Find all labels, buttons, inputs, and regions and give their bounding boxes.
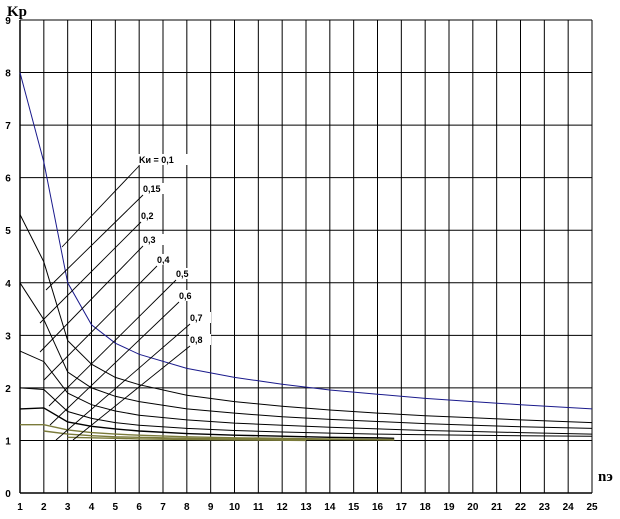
- x-tick-label: 17: [396, 502, 408, 513]
- x-tick-label: 10: [229, 502, 241, 513]
- x-tick-label: 15: [348, 502, 360, 513]
- x-axis-title: nэ: [598, 469, 613, 485]
- label-leader-line: [61, 165, 140, 248]
- curve-label-bg: [156, 254, 178, 265]
- x-tick-label: 18: [420, 502, 432, 513]
- x-tick-label: 6: [136, 502, 142, 513]
- x-tick-label: 2: [41, 502, 47, 513]
- x-tick-label: 14: [324, 502, 336, 513]
- label-leader-line: [48, 279, 177, 407]
- label-leader-line: [39, 245, 144, 353]
- x-tick-label: 19: [443, 502, 455, 513]
- label-leader-line: [55, 323, 191, 441]
- x-tick-label: 23: [539, 502, 551, 513]
- curve-label: 0,5: [176, 269, 189, 279]
- curve-label-bg: [142, 234, 164, 245]
- y-tick-label: 5: [5, 226, 11, 237]
- series-line: [19, 407, 395, 439]
- series-line: [19, 282, 593, 429]
- x-tick-label: 5: [113, 502, 119, 513]
- curve-label-bg: [189, 334, 211, 345]
- y-axis-title: Kp: [7, 4, 27, 20]
- curve-label: Kи = 0,1: [139, 155, 174, 165]
- x-tick-label: 22: [515, 502, 527, 513]
- curve-label-bg: [142, 183, 164, 194]
- x-tick-label: 16: [372, 502, 384, 513]
- curve-label: 0,6: [179, 291, 192, 301]
- x-tick-label: 12: [277, 502, 289, 513]
- x-tick-label: 9: [208, 502, 214, 513]
- y-tick-label: 7: [5, 121, 11, 132]
- x-tick-label: 24: [563, 502, 575, 513]
- curve-label: 0,15: [143, 184, 161, 194]
- x-tick-label: 11: [253, 502, 264, 513]
- x-tick-label: 20: [467, 502, 479, 513]
- series-line: [19, 350, 593, 435]
- curve-label-bg: [189, 312, 211, 323]
- y-tick-label: 3: [5, 331, 11, 342]
- label-leaders: [39, 165, 191, 441]
- x-tick-label: 8: [184, 502, 190, 513]
- y-tick-label: 4: [5, 279, 11, 290]
- x-tick-label: 25: [586, 502, 598, 513]
- y-tick-label: 1: [5, 436, 11, 447]
- curve-label: 0,2: [141, 211, 154, 221]
- curve-label-bg: [178, 290, 200, 301]
- x-tick-label: 1: [17, 502, 23, 513]
- y-tick-label: 2: [5, 384, 11, 395]
- label-leader-line: [45, 194, 144, 291]
- y-tick-label: 6: [5, 174, 11, 185]
- grid: [19, 19, 593, 494]
- label-leader-line: [72, 345, 191, 441]
- x-tick-labels: 1 2 3 4 5 6 7 8 9 10 11 12 13 14 15 16 17 18 19 20 21 22 23 24 2…: [17, 502, 598, 513]
- curve-labels: Kи = 0,1 0,15 0,2 0,30,4 0,5 0,6 0,7 0,8: [138, 154, 211, 345]
- x-tick-label: 21: [491, 502, 503, 513]
- curve-label-bg: [140, 210, 162, 221]
- x-tick-label: 7: [160, 502, 166, 513]
- curve-label: 0,4: [157, 255, 170, 265]
- curve-label: 0,3: [143, 235, 156, 245]
- x-tick-label: 3: [65, 502, 71, 513]
- series-line: [67, 436, 307, 442]
- y-tick-labels: 0 1 2 3 4 5 6 7 8 9: [5, 16, 11, 500]
- curves: [19, 72, 593, 442]
- curve-label-bg: [138, 154, 188, 165]
- label-leader-line: [39, 221, 142, 324]
- label-leader-line: [49, 301, 180, 426]
- label-leader-line: [43, 265, 158, 381]
- series-line: [19, 72, 593, 410]
- curve-label-bg: [175, 268, 197, 279]
- x-tick-label: 13: [300, 502, 312, 513]
- curve-label: 0,8: [190, 335, 203, 345]
- series-line: [19, 387, 593, 437]
- x-tick-label: 4: [89, 502, 95, 513]
- y-tick-label: 9: [5, 16, 11, 27]
- y-tick-label: 8: [5, 69, 11, 80]
- y-tick-label: 0: [5, 489, 11, 500]
- curve-label: 0,7: [190, 313, 203, 323]
